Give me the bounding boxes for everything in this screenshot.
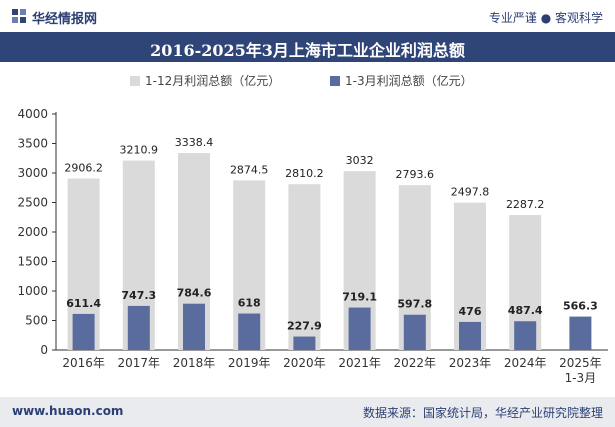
bar-q1 [514,321,537,350]
x-tick-label: 2025年 1-3月 [559,356,602,385]
bar-q1-label: 597.8 [397,298,432,311]
x-tick-label: 2020年 [283,356,326,370]
y-tick-label: 2500 [17,196,48,210]
x-tick-label: 2023年 [449,356,492,370]
top-bar: 华经情报网 专业严谨 ● 客观科学 [0,0,615,32]
bar-annual-label: 2810.2 [285,167,324,180]
y-tick-label: 0 [40,343,48,357]
y-tick-label: 4000 [17,107,48,121]
legend-swatch-1 [130,76,140,86]
brand-name: 华经情报网 [32,12,98,27]
legend-swatch-2 [330,76,340,86]
bar-annual-label: 2287.2 [506,198,545,211]
bar-q1 [72,313,95,350]
bar-annual-label: 3210.9 [120,144,159,157]
bar-annual-label: 2906.2 [64,162,103,175]
bar-q1-label: 566.3 [563,300,598,313]
bar-annual-label: 2497.8 [451,186,490,199]
legend-label-1: 1-12月利润总额（亿元） [145,73,280,88]
bar-q1 [183,303,205,350]
bar-annual-label: 2793.6 [396,168,435,181]
huajing-logo-icon [12,9,26,23]
x-tick-label: 2021年 [338,356,381,370]
footer-bar: www.huaon.com 数据来源：国家统计局，华经产业研究院整理 [0,397,615,427]
x-tick-label: 2022年 [394,356,437,370]
bar-q1 [293,336,316,350]
legend-label-2: 1-3月利润总额（亿元） [345,73,473,88]
chart-title: 2016-2025年3月上海市工业企业利润总额 [150,41,465,60]
bar-q1 [238,313,261,350]
bar-q1 [348,307,371,350]
bar-q1 [459,321,481,350]
title-bar: 2016-2025年3月上海市工业企业利润总额 [0,32,615,62]
bar-q1-label: 611.4 [66,297,101,310]
bar-q1-label: 719.1 [342,291,377,304]
x-tick-label: 2018年 [173,356,216,370]
y-tick-label: 1500 [17,255,48,269]
tagline: 专业严谨 ● 客观科学 [488,11,603,25]
bar-q1-label: 476 [459,305,482,318]
bar-annual [288,184,321,350]
bar-q1 [127,305,150,350]
bar-q1 [403,314,426,350]
y-tick-label: 3500 [17,137,48,151]
y-tick-label: 500 [25,314,48,328]
x-tick-label: 2016年 [62,356,105,370]
bar-annual-label: 2874.5 [230,163,269,176]
y-tick-label: 1000 [17,284,48,298]
x-tick-label: 2019年 [228,356,271,370]
bar-q1-label: 618 [238,297,261,310]
bar-q1-label: 227.9 [287,320,322,333]
bar-q1-label: 784.6 [177,287,212,300]
bar-annual-label: 3032 [346,154,374,167]
y-tick-label: 3000 [17,166,48,180]
bar-q1-label: 487.4 [508,304,543,317]
bar-chart: 1-12月利润总额（亿元） 1-3月利润总额（亿元） 0 500 1000 1500 200… [17,73,608,385]
bar-annual-label: 3338.4 [175,136,214,149]
x-tick-label: 2017年 [118,356,161,370]
data-source: 数据来源：国家统计局，华经产业研究院整理 [362,406,603,420]
bar-q1 [569,316,592,350]
x-tick-label: 2024年 [504,356,547,370]
bar-q1-label: 747.3 [121,289,156,302]
website-link[interactable]: www.huaon.com [12,404,124,418]
y-tick-label: 2000 [17,225,48,239]
